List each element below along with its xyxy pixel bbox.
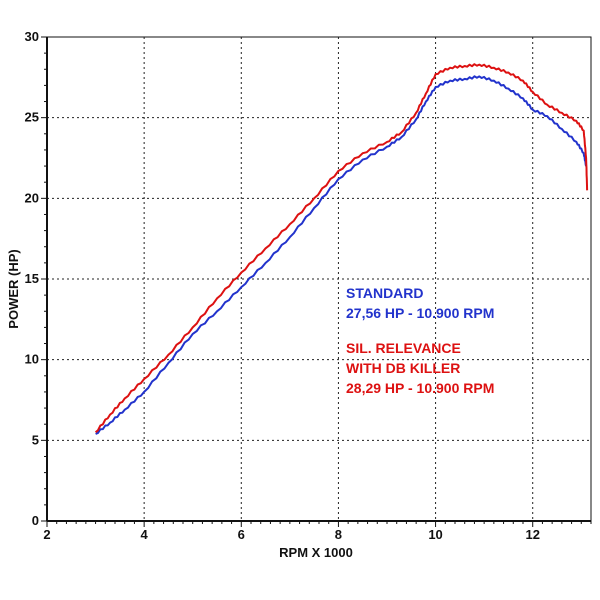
- tick-labels: 0 5 10 15 20 25 30 2 4 6 8 10 12: [25, 29, 540, 542]
- series-line-relevance: [94, 63, 589, 434]
- y-tick-label: 5: [32, 432, 39, 447]
- x-tick-label: 8: [335, 527, 342, 542]
- x-tick-label: 2: [43, 527, 50, 542]
- x-tick-label: 4: [141, 527, 149, 542]
- y-tick-label: 20: [25, 190, 39, 205]
- y-axis-title: POWER (HP): [6, 249, 21, 328]
- relevance-title-2: WITH DB KILLER: [346, 360, 460, 376]
- annotation-relevance: SIL. RELEVANCE WITH DB KILLER 28,29 HP -…: [346, 340, 494, 396]
- axes: [41, 36, 592, 527]
- x-axis-title: RPM X 1000: [279, 545, 353, 560]
- series-lines: [94, 63, 589, 435]
- series-line-standard: [95, 75, 588, 435]
- relevance-title-1: SIL. RELEVANCE: [346, 340, 461, 356]
- x-tick-label: 12: [525, 527, 539, 542]
- x-tick-label: 6: [238, 527, 245, 542]
- standard-value: 27,56 HP - 10.900 RPM: [346, 305, 494, 321]
- x-tick-label: 10: [428, 527, 442, 542]
- standard-title: STANDARD: [346, 285, 424, 301]
- y-tick-label: 15: [25, 271, 39, 286]
- annotation-standard: STANDARD 27,56 HP - 10.900 RPM: [346, 285, 494, 321]
- y-tick-label: 0: [32, 513, 39, 528]
- y-tick-label: 30: [25, 29, 39, 44]
- y-tick-label: 10: [25, 352, 39, 367]
- y-tick-label: 25: [25, 110, 39, 125]
- relevance-value: 28,29 HP - 10.900 RPM: [346, 380, 494, 396]
